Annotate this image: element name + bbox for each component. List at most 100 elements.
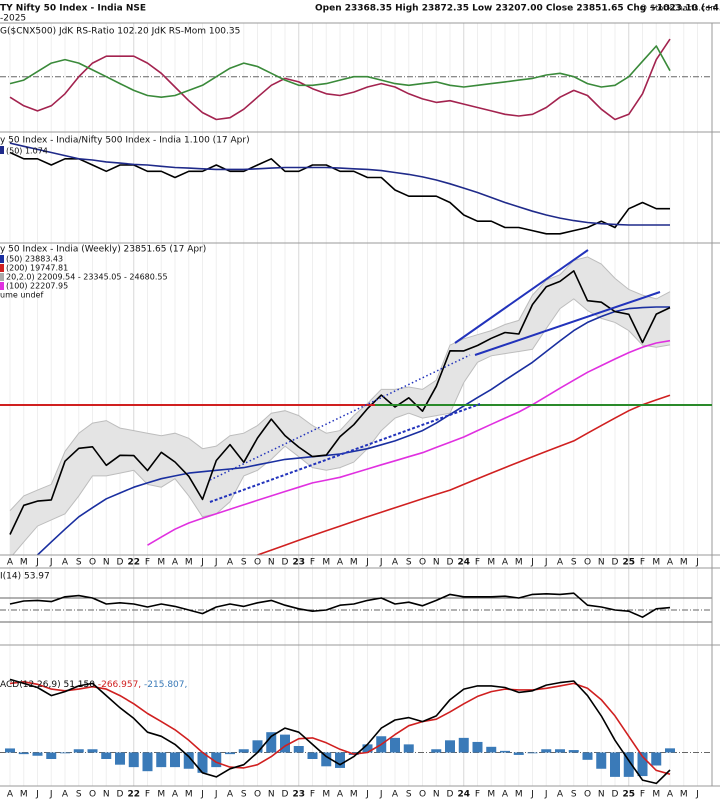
- x-tick-label: 22: [127, 558, 140, 568]
- series-line: [9, 38, 671, 121]
- x-tick-label: A: [7, 790, 14, 800]
- x-tick-label: D: [612, 790, 619, 800]
- x-tick-label: 25: [622, 790, 635, 800]
- legend-entry: 20,2.0) 22009.54 - 23345.05 - 24680.55: [6, 273, 168, 282]
- x-tick-label: M: [157, 790, 165, 800]
- x-tick-label: N: [598, 558, 605, 568]
- histogram-bar: [156, 752, 167, 768]
- series-line: [257, 394, 671, 555]
- x-tick-label: N: [433, 790, 440, 800]
- x-tick-label: M: [20, 790, 28, 800]
- histogram-bar: [568, 750, 579, 753]
- histogram-bar: [225, 752, 235, 755]
- panel: [0, 592, 712, 623]
- panel: [9, 142, 670, 235]
- histogram-bar: [87, 749, 98, 753]
- x-tick-label: 24: [457, 790, 470, 800]
- x-tick-label: A: [62, 558, 69, 568]
- x-tick-label: O: [584, 558, 591, 568]
- histogram-bar: [665, 748, 675, 753]
- series-line: [9, 270, 671, 535]
- band-edge: [9, 256, 671, 512]
- x-tick-label: M: [157, 558, 165, 568]
- histogram-bar: [183, 752, 194, 769]
- histogram-bar: [362, 744, 373, 753]
- series-line: [36, 306, 670, 555]
- histogram-bar: [142, 752, 153, 772]
- histogram-bar: [513, 752, 524, 755]
- histogram-bar: [170, 752, 180, 768]
- histogram-bar: [527, 752, 538, 754]
- x-tick-label: A: [667, 558, 674, 568]
- panel: [0, 38, 712, 121]
- x-tick-label: S: [406, 558, 412, 568]
- histogram-bar: [252, 740, 263, 753]
- x-tick-label: M: [680, 558, 688, 568]
- x-tick-label: M: [487, 558, 495, 568]
- x-tick-label: J: [695, 790, 699, 800]
- x-tick-label: J: [49, 790, 53, 800]
- x-tick-label: J: [544, 790, 548, 800]
- x-tick-label: S: [241, 790, 247, 800]
- legend-entry: (100) 22207.95: [6, 282, 68, 291]
- histogram-bar: [321, 752, 332, 767]
- x-tick-label: J: [544, 558, 548, 568]
- x-tick-label: J: [200, 558, 204, 568]
- x-tick-label: D: [447, 790, 454, 800]
- x-tick-label: O: [89, 790, 96, 800]
- histogram-bar: [445, 740, 455, 753]
- legend-entry: (200) 19747.81: [6, 264, 68, 273]
- histogram-bar: [596, 752, 607, 769]
- legend-swatch: [0, 282, 4, 290]
- x-tick-label: M: [515, 790, 523, 800]
- x-tick-label: F: [145, 790, 150, 800]
- x-tick-label: 24: [457, 558, 470, 568]
- panel-label: ACD(12,26,9) 51.150 -266.957, -215.807,: [0, 680, 187, 690]
- histogram-bar: [238, 749, 249, 753]
- x-tick-label: D: [117, 558, 124, 568]
- x-tick-label: M: [487, 790, 495, 800]
- x-tick-label: F: [475, 790, 480, 800]
- date: -2025: [0, 14, 26, 24]
- panel: [0, 678, 712, 785]
- x-tick-label: S: [76, 790, 82, 800]
- x-tick-label: D: [117, 790, 124, 800]
- x-tick-label: N: [268, 558, 275, 568]
- panel: [9, 256, 671, 555]
- legend-swatch: [0, 146, 4, 154]
- x-tick-label: J: [379, 790, 383, 800]
- histogram-bar: [280, 734, 290, 753]
- x-tick-label: S: [571, 790, 577, 800]
- x-tick-label: F: [310, 790, 315, 800]
- histogram-bar: [500, 750, 510, 753]
- x-tick-label: A: [172, 558, 179, 568]
- histogram-bar: [458, 737, 469, 753]
- x-tick-label: A: [172, 790, 179, 800]
- marks: [0, 38, 712, 785]
- ohlc: Open 23368.35 High 23872.35 Low 23207.00…: [315, 4, 720, 14]
- x-tick-label: A: [557, 790, 564, 800]
- histogram-bar: [610, 752, 620, 777]
- x-tick-label: 23: [292, 558, 305, 568]
- copyright: © StockCharts.com: [640, 4, 719, 13]
- x-tick-label: A: [227, 790, 234, 800]
- x-tick-label: M: [680, 790, 688, 800]
- x-tick-label: M: [515, 558, 523, 568]
- x-tick-label: 23: [292, 790, 305, 800]
- x-tick-label: 25: [622, 558, 635, 568]
- x-tick-label: N: [268, 790, 275, 800]
- histogram-bar: [128, 752, 139, 768]
- histogram-bar: [101, 752, 112, 759]
- trendline: [474, 291, 661, 356]
- legend-entry: 51.150: [63, 680, 95, 690]
- x-tick-label: F: [475, 558, 480, 568]
- histogram-bar: [582, 752, 593, 760]
- x-tick-label: M: [322, 790, 330, 800]
- histogram-bar: [472, 741, 483, 753]
- legend-entry: (50) 23883.43: [6, 255, 63, 264]
- histogram-bar: [18, 752, 29, 755]
- x-tick-label: A: [502, 558, 509, 568]
- series-line: [9, 592, 671, 618]
- histogram-bar: [115, 752, 125, 765]
